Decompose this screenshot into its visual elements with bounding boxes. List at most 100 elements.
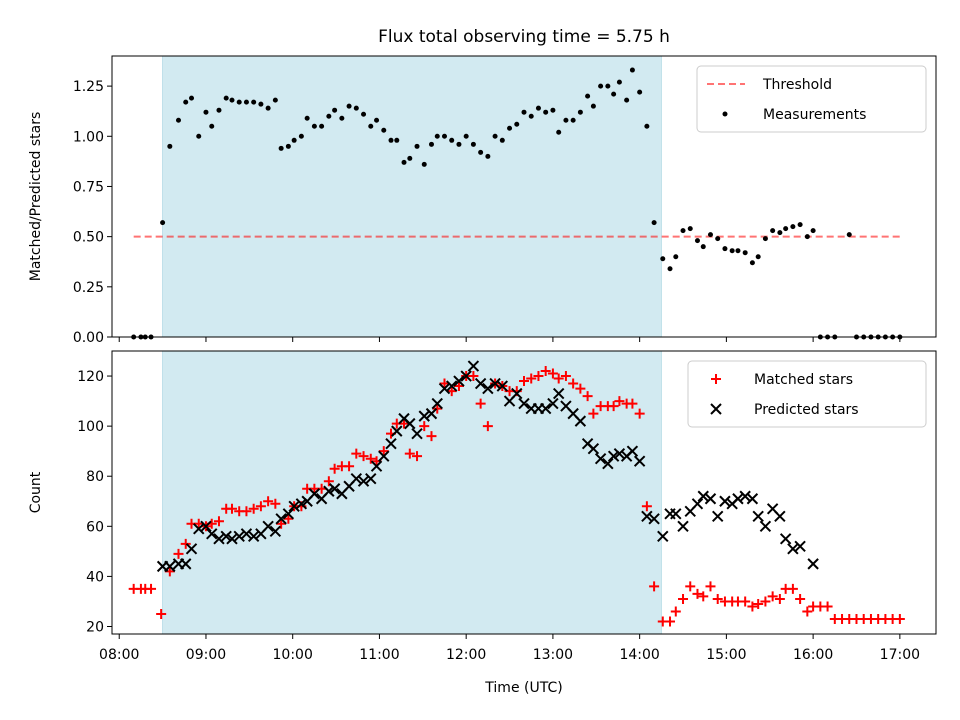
- predicted-star-point: [453, 375, 465, 387]
- measurement-point: [804, 234, 810, 240]
- predicted-star-point: [607, 450, 620, 462]
- predicted-star-point: [779, 533, 792, 545]
- predicted-star-point: [670, 508, 682, 520]
- x-tick-label: 16:00: [793, 647, 833, 663]
- measurement-point: [667, 266, 673, 272]
- measurement-point: [790, 224, 796, 230]
- matched-star-point: [568, 378, 579, 389]
- measurement-point: [229, 97, 235, 103]
- matched-star-point: [365, 453, 376, 464]
- predicted-star-point: [226, 533, 238, 545]
- measurement-point: [414, 143, 420, 149]
- predicted-star-point: [404, 417, 416, 430]
- measurement-point: [624, 97, 630, 103]
- predicted-star-point: [547, 397, 559, 410]
- measurement-point: [326, 113, 332, 119]
- measurement-point: [680, 228, 686, 234]
- predicted-star-point: [518, 397, 530, 410]
- matched-star-point: [270, 498, 281, 509]
- predicted-star-point: [391, 425, 403, 437]
- ratio-y-tick-label: 0.50: [73, 230, 104, 246]
- matched-star-point: [634, 408, 645, 419]
- measurement-point: [167, 143, 173, 149]
- predicted-star-point: [594, 452, 607, 465]
- predicted-star-point: [220, 530, 232, 543]
- measurement-point: [160, 220, 166, 226]
- x-tick-label: 17:00: [880, 647, 920, 663]
- matched-star-point: [685, 581, 696, 592]
- matched-star-point: [533, 371, 544, 382]
- measurement-point: [209, 123, 215, 129]
- matched-star-point: [678, 593, 689, 604]
- measurement-point: [556, 129, 562, 135]
- measurement-point: [507, 125, 513, 131]
- ratio-y-tick-label: 1.00: [73, 129, 104, 145]
- legend-matched-swatch: [711, 374, 721, 384]
- measurement-point: [311, 123, 317, 129]
- measurement-point: [189, 95, 195, 101]
- matched-star-point: [399, 418, 410, 429]
- predicted-star-point: [759, 520, 772, 533]
- matched-star-point: [519, 376, 529, 387]
- matched-star-point: [774, 593, 785, 604]
- measurement-point: [629, 67, 635, 73]
- ratio-y-tick-label: 1.25: [73, 79, 104, 95]
- ratio-axes-frame: [111, 55, 937, 338]
- measurement-point: [550, 107, 556, 113]
- measurement-point: [585, 93, 591, 99]
- measurement-point: [777, 230, 783, 236]
- measurement-point: [434, 133, 440, 139]
- measurement-point: [616, 79, 622, 85]
- matched-star-point: [787, 583, 798, 594]
- matched-star-point: [263, 496, 274, 507]
- matched-star-point: [575, 383, 586, 394]
- matched-star-point: [795, 593, 806, 604]
- predicted-star-point: [425, 407, 438, 420]
- measurement-point: [755, 254, 761, 260]
- predicted-star-point: [460, 370, 472, 382]
- matched-star-point: [670, 606, 681, 617]
- measurement-point: [598, 83, 604, 89]
- measurement-point: [660, 256, 666, 262]
- predicted-star-point: [691, 498, 704, 510]
- measurement-point: [742, 250, 748, 256]
- predicted-star-point: [732, 493, 744, 505]
- measurement-point: [644, 123, 650, 129]
- predicted-star-point: [807, 558, 819, 570]
- matched-star-point: [547, 368, 558, 379]
- measurement-point: [846, 232, 852, 238]
- measurement-point: [183, 99, 189, 105]
- predicted-star-point: [752, 510, 764, 522]
- matched-star-point: [753, 598, 764, 609]
- matched-star-point: [894, 613, 905, 624]
- predicted-star-point: [794, 540, 806, 553]
- predicted-star-point: [193, 523, 205, 535]
- measurement-point: [783, 226, 789, 232]
- matched-star-point: [822, 601, 833, 612]
- measurement-point: [339, 115, 345, 121]
- predicted-star-point: [275, 513, 287, 525]
- measurement-point: [175, 117, 181, 123]
- measurement-point: [394, 137, 400, 143]
- measurement-point: [521, 109, 527, 115]
- measurement-point: [749, 260, 755, 266]
- measurement-point: [407, 155, 413, 161]
- measurement-point: [272, 97, 278, 103]
- count-legend-label: Matched stars: [754, 372, 853, 388]
- matched-star-point: [475, 398, 486, 409]
- measurement-point: [485, 153, 491, 159]
- x-axis-label: Time (UTC): [484, 680, 562, 696]
- x-tick-label: 11:00: [359, 647, 399, 663]
- matched-star-point: [560, 371, 571, 382]
- count-legend: [687, 360, 927, 428]
- matched-star-point: [614, 396, 625, 407]
- matched-star-point: [344, 461, 355, 472]
- matched-star-point: [412, 451, 423, 462]
- measurement-point: [810, 228, 816, 234]
- predicted-star-point: [282, 508, 295, 520]
- measurement-point: [729, 248, 735, 254]
- predicted-star-point: [328, 483, 341, 495]
- measurement-point: [470, 141, 476, 147]
- measurement-point: [687, 226, 693, 232]
- matched-star-point: [426, 431, 437, 442]
